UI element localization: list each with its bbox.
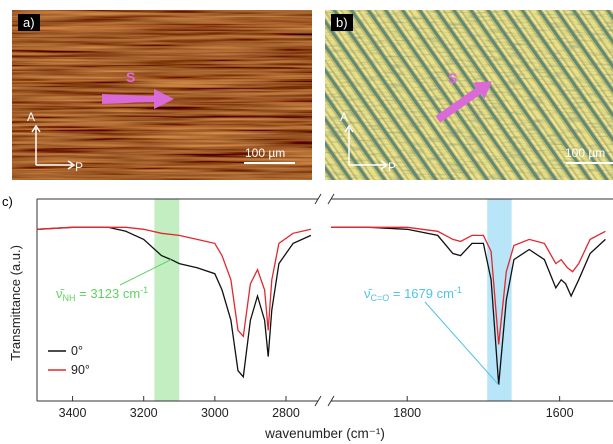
axis-label-a-vertical: A — [27, 110, 36, 124]
co-annotation-unit-exponent: -1 — [454, 285, 462, 295]
x-tick-label-1600: 1600 — [546, 406, 574, 420]
legend-label-0: 0° — [71, 344, 83, 358]
micrograph-a: a) S A P 100 µm — [12, 10, 312, 180]
shear-arrow-b — [435, 81, 492, 123]
scale-bar-label-a: 100 µm — [245, 146, 286, 160]
shear-label-b: S — [448, 70, 458, 86]
polarizer-axes-a — [31, 124, 76, 170]
panel-label-c: c) — [2, 194, 13, 209]
micrograph-b-image — [325, 10, 613, 180]
axis-label-a-horizontal: P — [75, 160, 84, 174]
nh-leader-line — [119, 259, 172, 286]
micrograph-b: b) S A P 100 µm — [325, 10, 613, 180]
co-annotation: ν̄C=O = 1679 cm-1 — [364, 285, 462, 303]
x-axis-title: wavenumber (cm⁻¹) — [264, 426, 385, 441]
series-90deg-right — [331, 226, 606, 345]
series-90deg-left — [36, 226, 312, 338]
x-axis-ticks: 3400 3200 3000 2800 1800 1600 — [59, 396, 574, 420]
co-leader-line — [424, 301, 500, 386]
x-tick-label-3000: 3000 — [201, 406, 229, 420]
x-tick-label-2800: 2800 — [272, 406, 300, 420]
co-annotation-symbol: ν̄ — [364, 286, 373, 301]
nh-annotation-unit-exponent: -1 — [140, 285, 148, 295]
axis-label-b-vertical: A — [340, 110, 349, 124]
series-0deg-left — [36, 226, 312, 379]
co-annotation-value: = 1679 cm — [389, 286, 454, 301]
legend: 0° 90° — [48, 344, 90, 377]
nh-annotation-value: = 3123 cm — [76, 286, 141, 301]
axis-break-marks — [314, 193, 335, 407]
x-tick-label-3200: 3200 — [130, 406, 158, 420]
co-band — [487, 199, 512, 401]
shear-label-a: S — [126, 69, 136, 85]
nh-annotation: ν̄NH = 3123 cm-1 — [56, 285, 148, 303]
polarizer-axes-b — [344, 124, 389, 170]
legend-label-90: 90° — [71, 363, 90, 377]
nh-annotation-subscript: NH — [63, 293, 76, 303]
plot-frame — [36, 198, 613, 402]
x-tick-label-3400: 3400 — [59, 406, 87, 420]
co-annotation-subscript: C=O — [371, 293, 390, 303]
y-axis-title: Transmittance (a.u.) — [8, 245, 23, 361]
nh-annotation-symbol: ν̄ — [56, 286, 65, 301]
series-0deg-right — [331, 226, 606, 385]
nh-band — [154, 199, 180, 401]
ir-spectrum-chart: 3400 3200 3000 2800 1800 1600 ν̄NH = 3123 cm-… — [8, 193, 613, 441]
panel-label-b: b) — [331, 14, 353, 31]
x-tick-label-1800: 1800 — [393, 406, 421, 420]
scale-bar-label-b: 100 µm — [565, 146, 606, 160]
series-layer — [36, 226, 606, 385]
panel-label-a: a) — [18, 14, 40, 31]
micrograph-a-image — [12, 10, 312, 180]
axis-label-b-horizontal: P — [388, 160, 397, 174]
shear-arrow-a — [102, 89, 174, 109]
